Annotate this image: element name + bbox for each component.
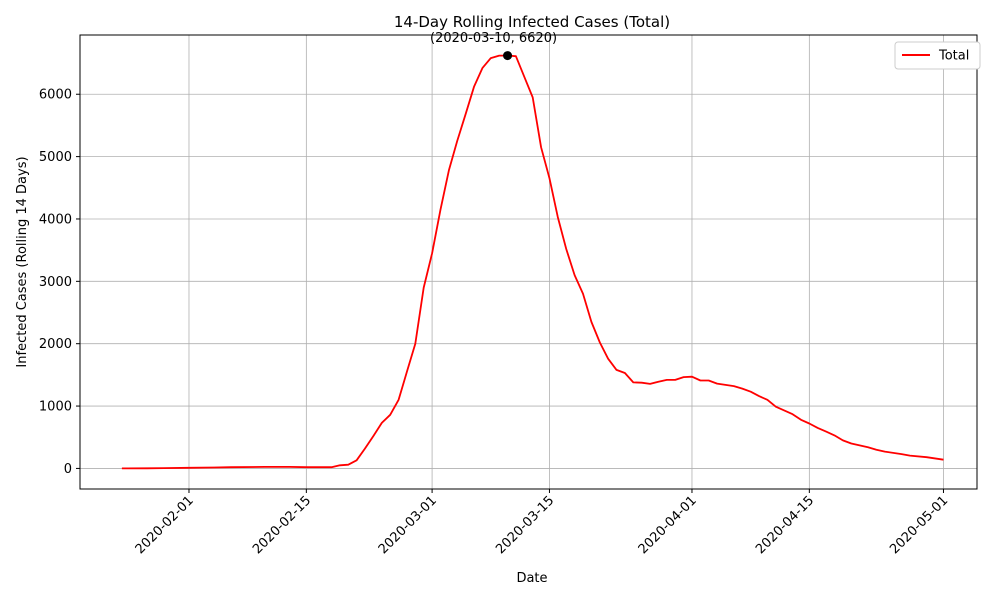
y-tick-label: 0	[64, 462, 72, 477]
series-layer	[121, 54, 944, 470]
y-axis: 0 1000 2000 3000 4000 5000 6000	[39, 88, 80, 477]
y-tick-label: 2000	[39, 337, 72, 352]
legend-label-total: Total	[938, 49, 969, 64]
x-axis-label: Date	[516, 571, 547, 586]
chart-title: 14-Day Rolling Infected Cases (Total)	[394, 13, 670, 31]
y-axis-label: Infected Cases (Rolling 14 Days)	[15, 156, 30, 367]
y-tick-label: 6000	[39, 88, 72, 103]
y-tick-label: 5000	[39, 150, 72, 165]
series-line-total	[121, 54, 944, 470]
grid	[80, 35, 977, 489]
legend-frame	[894, 41, 981, 70]
peak-marker	[503, 51, 513, 61]
peak-annotation-label: (2020-03-10, 6620)	[430, 31, 557, 46]
y-tick-label: 4000	[39, 212, 72, 227]
y-tick-label: 3000	[39, 275, 72, 290]
y-tick-label: 1000	[39, 400, 72, 415]
plot-frame	[79, 34, 978, 490]
legend: Total	[894, 41, 981, 70]
annotation-layer: (2020-03-10, 6620)	[430, 31, 557, 61]
